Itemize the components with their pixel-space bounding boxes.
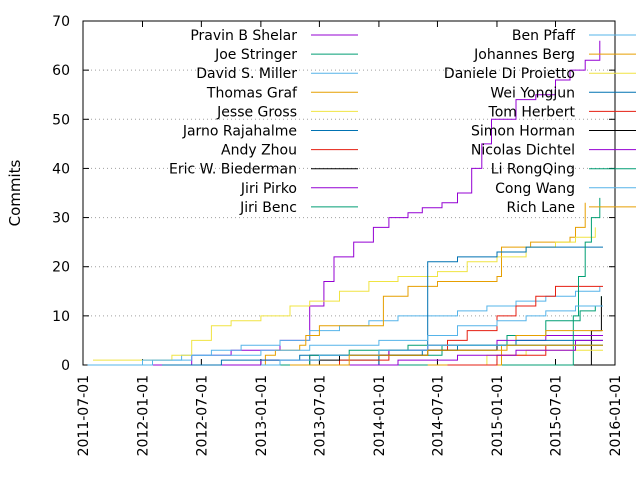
x-tick-label: 2012-07-01 [194, 375, 210, 456]
y-tick-label: 30 [52, 211, 70, 227]
x-tick-label: 2013-07-01 [312, 375, 328, 456]
x-tick-label: 2016-01-01 [608, 375, 624, 456]
y-tick-label: 10 [52, 309, 70, 325]
legend-label: Simon Horman [471, 124, 575, 140]
legend-label: Eric W. Biederman [169, 162, 297, 178]
legend-label: Cong Wang [495, 181, 575, 197]
x-tick-label: 2013-01-01 [254, 375, 270, 456]
legend-label: David S. Miller [196, 66, 297, 82]
grid-lines [83, 69, 615, 317]
legend-label: Wei Yongjun [490, 85, 575, 101]
y-tick-label: 0 [61, 358, 70, 374]
legend: Pravin B Shelar Joe Stringer David S. Mill… [169, 28, 636, 216]
legend-label: Andy Zhou [221, 143, 297, 159]
y-tick-label: 50 [52, 112, 70, 128]
series-line [290, 344, 603, 366]
y-tick-label: 60 [52, 63, 70, 79]
series-line [147, 40, 601, 366]
legend-label: Johannes Berg [473, 47, 575, 63]
legend-label: Pravin B Shelar [190, 28, 297, 44]
y-tick-label: 70 [52, 14, 70, 30]
series-line [161, 339, 603, 366]
legend-label: Jiri Pirko [240, 181, 297, 197]
x-axis: 2011-07-01 2012-01-01 2012-07-01 2013-01-01… [76, 21, 624, 456]
legend-label: Jiri Benc [239, 200, 297, 216]
legend-label: Tom Herbert [488, 104, 576, 120]
x-tick-label: 2015-01-01 [490, 375, 506, 456]
legend-label: Nicolas Dichtel [471, 143, 575, 159]
x-tick-label: 2011-07-01 [76, 375, 92, 456]
series-lines [87, 40, 603, 366]
series-line [368, 197, 601, 366]
y-tick-label: 20 [52, 260, 70, 276]
x-tick-label: 2014-07-01 [430, 375, 446, 456]
series-line [87, 305, 603, 366]
y-axis-title: Commits [6, 159, 24, 226]
y-axis: 0 10 20 30 40 50 60 70 [52, 14, 615, 374]
legend-label: Thomas Graf [206, 85, 298, 101]
series-line [309, 285, 603, 366]
legend-label: Li RongQing [491, 162, 575, 178]
legend-label: Ben Pfaff [512, 28, 575, 44]
series-line [447, 349, 603, 366]
legend-label: Jesse Gross [216, 104, 297, 120]
x-tick-label: 2015-07-01 [548, 375, 564, 456]
legend-label: Daniele Di Proietto [444, 66, 575, 82]
series-line [142, 286, 601, 366]
series-line [339, 246, 603, 366]
x-tick-label: 2012-01-01 [136, 375, 152, 456]
y-tick-label: 40 [52, 161, 70, 177]
legend-label: Joe Stringer [214, 47, 297, 63]
legend-label: Jarno Rajahalme [182, 124, 297, 140]
legend-label: Rich Lane [506, 200, 575, 216]
series-line [280, 344, 603, 366]
x-tick-label: 2014-01-01 [372, 375, 388, 456]
